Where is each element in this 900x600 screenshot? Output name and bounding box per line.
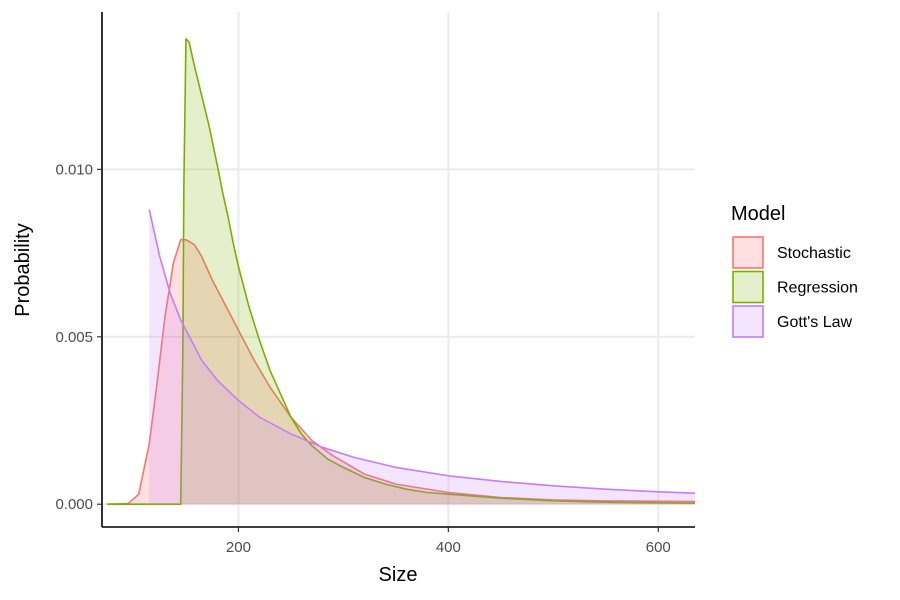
line-regression bbox=[107, 37, 696, 506]
legend-key-stochastic bbox=[732, 236, 764, 269]
legend-label-regression: Regression bbox=[777, 280, 858, 297]
y-axis-title: Probability bbox=[12, 223, 34, 316]
axes bbox=[101, 12, 695, 528]
x-axis-title: Size bbox=[379, 564, 418, 586]
legend-label-stochastic: Stochastic bbox=[777, 245, 851, 262]
y-tick-label: 0.010 bbox=[55, 161, 93, 178]
x-tick-label: 600 bbox=[646, 539, 671, 556]
tick-labels: 200 400 600 0.000 0.005 0.010 bbox=[55, 161, 670, 556]
series-areas bbox=[107, 37, 696, 506]
legend-key-regression bbox=[732, 270, 764, 304]
legend-key-gott-s-law bbox=[732, 305, 764, 338]
area-gott-s-law bbox=[149, 209, 696, 505]
line-gott-s-law bbox=[148, 209, 696, 494]
x-tick-label: 400 bbox=[436, 539, 461, 556]
legend: Model Stochastic Regression Gott's Law bbox=[731, 203, 858, 338]
y-tick-label: 0.005 bbox=[55, 329, 93, 346]
legend-label-gott-s-law: Gott's Law bbox=[777, 314, 853, 331]
y-tick-label: 0.000 bbox=[55, 496, 93, 513]
area-stochastic bbox=[107, 239, 695, 505]
legend-title: Model bbox=[731, 203, 785, 225]
x-tick-label: 200 bbox=[226, 539, 251, 556]
area-regression bbox=[107, 38, 695, 505]
grid-lines bbox=[102, 12, 695, 527]
line-stochastic bbox=[107, 238, 696, 506]
